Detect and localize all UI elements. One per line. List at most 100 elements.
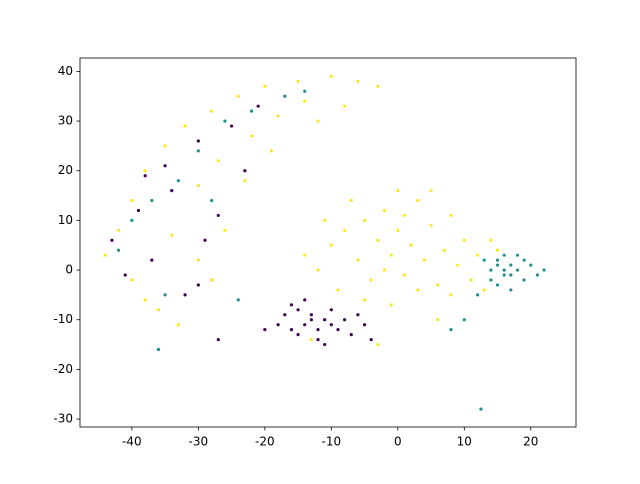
point	[489, 238, 493, 242]
point	[495, 283, 500, 287]
point	[303, 89, 307, 93]
point	[509, 273, 513, 277]
point	[323, 318, 327, 322]
point	[130, 278, 134, 282]
y-tick-label: 10	[58, 213, 73, 227]
point	[402, 273, 407, 277]
point	[289, 328, 294, 332]
point	[216, 159, 220, 163]
point	[362, 298, 367, 302]
point	[376, 238, 380, 242]
point	[475, 253, 480, 257]
point	[303, 298, 307, 302]
point	[116, 248, 121, 252]
point	[156, 308, 161, 312]
point	[249, 109, 254, 113]
y-tick-label: -10	[53, 312, 73, 326]
point	[462, 238, 466, 242]
point	[303, 323, 307, 327]
point	[296, 333, 300, 337]
point	[343, 228, 347, 232]
x-tick-label: -10	[322, 435, 342, 449]
point	[150, 258, 154, 262]
point	[303, 99, 307, 103]
point	[323, 218, 327, 222]
y-tick-label: 30	[58, 114, 73, 128]
point	[356, 258, 360, 262]
points	[103, 74, 546, 411]
point	[196, 149, 200, 153]
point	[163, 293, 167, 297]
point	[210, 278, 214, 282]
point	[296, 308, 300, 312]
point	[196, 139, 200, 143]
point	[495, 258, 500, 262]
x-tick-label: -40	[122, 435, 142, 449]
point	[143, 298, 147, 302]
point	[143, 174, 147, 178]
point	[249, 134, 254, 138]
plot-area	[80, 58, 576, 427]
point	[263, 84, 267, 88]
point	[203, 238, 207, 242]
point	[495, 263, 500, 267]
point	[216, 337, 220, 342]
point	[336, 288, 340, 292]
point	[163, 164, 167, 168]
point	[529, 263, 533, 267]
point	[196, 258, 200, 262]
point	[362, 218, 367, 222]
point	[495, 248, 500, 252]
point	[150, 198, 154, 203]
point	[515, 268, 520, 272]
point	[103, 253, 107, 257]
point	[116, 228, 121, 232]
point	[223, 228, 227, 232]
point	[309, 313, 313, 317]
point	[502, 273, 506, 277]
point	[309, 318, 313, 322]
point	[402, 213, 407, 218]
point	[449, 213, 453, 218]
point	[462, 318, 466, 322]
point	[389, 303, 393, 307]
point	[449, 293, 453, 297]
point	[489, 268, 493, 272]
point	[303, 253, 307, 257]
point	[329, 74, 333, 78]
point	[382, 208, 387, 213]
point	[356, 313, 360, 317]
x-tick-label: 0	[394, 435, 402, 449]
y-tick-label: -20	[53, 362, 73, 376]
point	[130, 218, 134, 222]
x-tick-label: -30	[189, 435, 209, 449]
point	[243, 179, 247, 183]
point	[289, 303, 294, 307]
y-tick-label: -30	[53, 412, 73, 426]
point	[369, 337, 373, 342]
point	[296, 79, 300, 83]
x-tick-label: -20	[255, 435, 275, 449]
point	[389, 253, 393, 257]
point	[176, 179, 181, 183]
point	[376, 342, 380, 347]
point	[196, 184, 200, 188]
axes-frame	[79, 57, 577, 428]
point	[343, 318, 347, 322]
point	[170, 233, 174, 237]
point	[436, 318, 440, 322]
point	[236, 94, 240, 98]
point	[196, 283, 200, 287]
point	[456, 263, 460, 267]
point	[515, 253, 520, 257]
point	[396, 189, 400, 193]
point	[316, 337, 320, 342]
point	[236, 298, 240, 302]
point	[316, 328, 320, 332]
point	[329, 308, 333, 312]
point	[323, 342, 327, 347]
point	[522, 278, 526, 282]
point	[449, 328, 453, 332]
point	[475, 293, 480, 297]
